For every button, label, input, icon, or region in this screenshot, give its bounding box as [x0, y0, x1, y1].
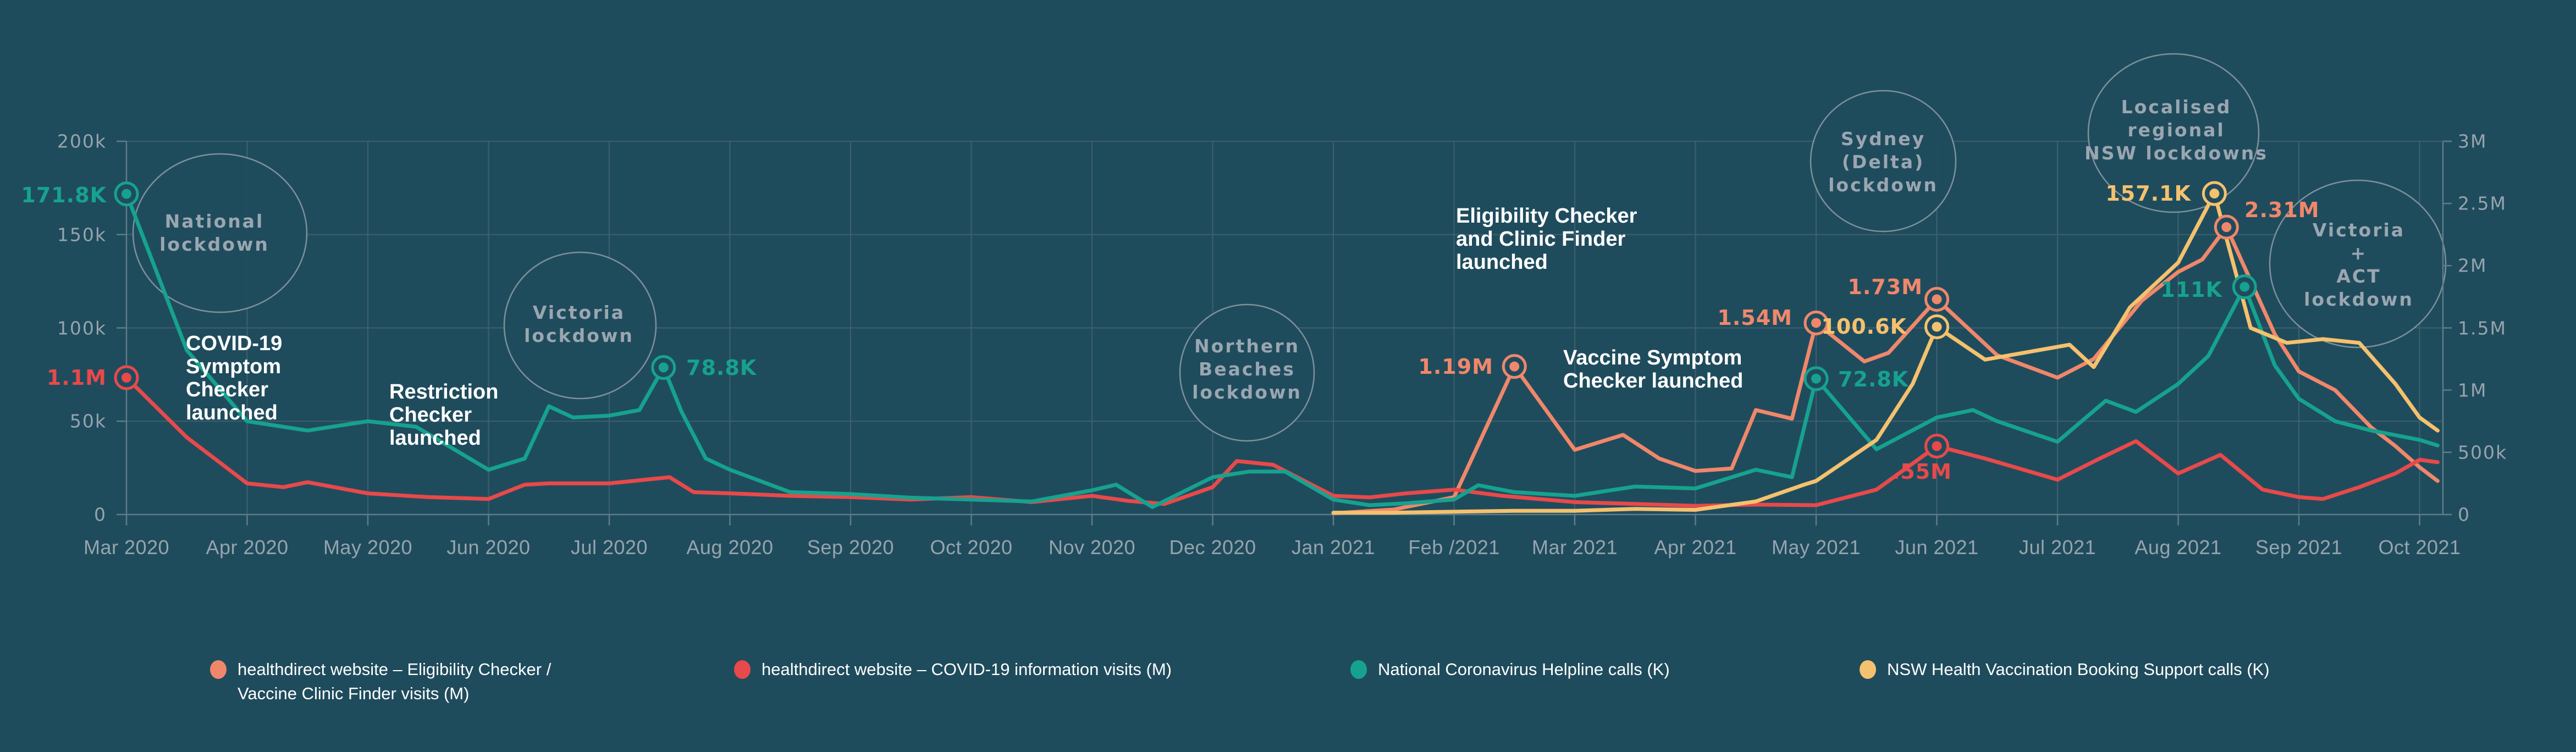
legend-dot-helpline	[1350, 660, 1367, 679]
left-axis-tick-label: 50k	[69, 410, 107, 432]
marker-dot-78.8K	[658, 362, 669, 373]
month-label: Apr 2021	[1654, 536, 1737, 559]
month-label: Jun 2021	[1895, 536, 1979, 559]
marker-dot-1.54M	[1811, 318, 1821, 328]
marker-dot-157.1K	[2209, 189, 2220, 199]
month-label: May 2020	[323, 536, 413, 559]
month-label: Sep 2021	[2255, 536, 2343, 559]
right-axis-tick-label: 2M	[2458, 255, 2487, 277]
event-circle-label: Sydney (Delta) lockdown	[1828, 128, 1938, 196]
event-circle-label: National lockdown	[159, 211, 269, 255]
event-circle	[1179, 303, 1315, 442]
legend-item-covid_info: healthdirect website – COVID-19 informat…	[734, 657, 1172, 682]
data-label-100.6K: 100.6K	[1821, 314, 1907, 339]
event-circle	[1810, 90, 1957, 233]
event-circle	[2087, 53, 2260, 213]
marker-dot-171.8K	[122, 189, 131, 199]
legend-item-nsw_booking: NSW Health Vaccination Booking Support c…	[1860, 657, 2270, 682]
event-circle-label: Localised regional NSW lockdowns	[2084, 96, 2268, 164]
right-axis-tick-label: 1.5M	[2458, 317, 2507, 339]
month-label: Jun 2020	[446, 536, 531, 559]
right-axis-tick-label: 3M	[2458, 130, 2487, 152]
series-line-nsw_booking	[1331, 191, 2440, 515]
right-axis-tick-label: 0	[2458, 504, 2470, 526]
event-circle-label: Victoria lockdown	[524, 302, 634, 346]
right-axis-tick-label: 500k	[2458, 441, 2508, 463]
month-label: Oct 2020	[930, 536, 1013, 559]
data-label-72.8K: 72.8K	[1838, 367, 1909, 391]
left-axis-tick-label: 100k	[57, 317, 107, 339]
month-label: Nov 2020	[1048, 536, 1136, 559]
month-label: Jan 2021	[1291, 536, 1376, 559]
legend-label-nsw_booking: NSW Health Vaccination Booking Support c…	[1887, 660, 2270, 679]
marker-dot-111K	[2239, 281, 2250, 292]
marker-dot-2.31M	[2221, 222, 2232, 233]
right-axis-tick-label: 2.5M	[2458, 192, 2507, 214]
data-label-157.1K: 157.1K	[2105, 181, 2191, 206]
marker-dot-1.19M	[1509, 361, 1520, 372]
legend-label-covid_info: healthdirect website – COVID-19 informat…	[762, 660, 1172, 679]
legend-label-helpline: National Coronavirus Helpline calls (K)	[1378, 660, 1670, 679]
month-label: Jul 2021	[2018, 536, 2097, 559]
legend-item-eligibility: healthdirect website – Eligibility Check…	[210, 657, 551, 706]
event-circle-label: Northern Beaches lockdown	[1192, 335, 1302, 403]
data-label-1.19M: 1.19M	[1418, 355, 1493, 379]
data-label-1.54M: 1.54M	[1717, 306, 1792, 330]
month-label: Apr 2020	[206, 536, 289, 559]
marker-dot-72.8K	[1811, 373, 1821, 384]
data-label-111K: 111K	[2160, 278, 2222, 302]
left-axis-tick-label: 150k	[57, 224, 107, 246]
marker-dot-1.73M	[1932, 294, 1942, 305]
annotation-vaccine-symptom-checker: Vaccine Symptom Checker launched	[1563, 346, 1744, 392]
series-line-helpline	[124, 192, 2440, 509]
left-axis-tick-label: 0	[94, 504, 107, 526]
legend-dot-eligibility	[210, 660, 227, 679]
legend-label-eligibility: healthdirect website – Eligibility Check…	[238, 660, 551, 703]
data-label-1.1M: 1.1M	[46, 366, 107, 390]
right-axis-tick-label: 1M	[2458, 379, 2487, 401]
left-axis-tick-label: 200k	[57, 130, 107, 152]
month-label: Oct 2021	[2378, 536, 2461, 559]
marker-dot-.55M	[1932, 441, 1942, 451]
month-label: Jul 2020	[570, 536, 648, 559]
month-label: May 2021	[1771, 536, 1861, 559]
month-label: Mar 2021	[1531, 536, 1618, 559]
month-label: Aug 2020	[686, 536, 774, 559]
event-circle	[132, 153, 308, 313]
data-label-1.73M: 1.73M	[1847, 275, 1923, 299]
annotation-eligibility-checker: Eligibility Checker and Clinic Finder la…	[1456, 204, 1637, 274]
month-label: Sep 2020	[807, 536, 895, 559]
event-circle-label: Victoria + ACT lockdown	[2304, 219, 2414, 310]
legend-dot-nsw_booking	[1860, 660, 1876, 679]
annotation-covid-symptom-checker: COVID-19 Symptom Checker launched	[186, 332, 283, 424]
month-label: Dec 2020	[1169, 536, 1256, 559]
data-label-171.8K: 171.8K	[21, 183, 107, 207]
data-label-2.31M: 2.31M	[2244, 198, 2320, 222]
month-label: Mar 2020	[83, 536, 170, 559]
annotation-restriction-checker: Restriction Checker launched	[389, 380, 499, 450]
marker-dot-100.6K	[1932, 322, 1942, 332]
legend-item-helpline: National Coronavirus Helpline calls (K)	[1350, 657, 1670, 682]
month-label: Aug 2021	[2134, 536, 2222, 559]
event-circle	[503, 251, 657, 400]
data-label-.55M: .55M	[1891, 460, 1952, 484]
marker-dot-1.1M	[122, 373, 131, 383]
event-circle	[2269, 179, 2447, 349]
month-label: Feb /2021	[1408, 536, 1500, 559]
data-label-78.8K: 78.8K	[686, 356, 757, 380]
legend-dot-covid_info	[734, 660, 751, 679]
